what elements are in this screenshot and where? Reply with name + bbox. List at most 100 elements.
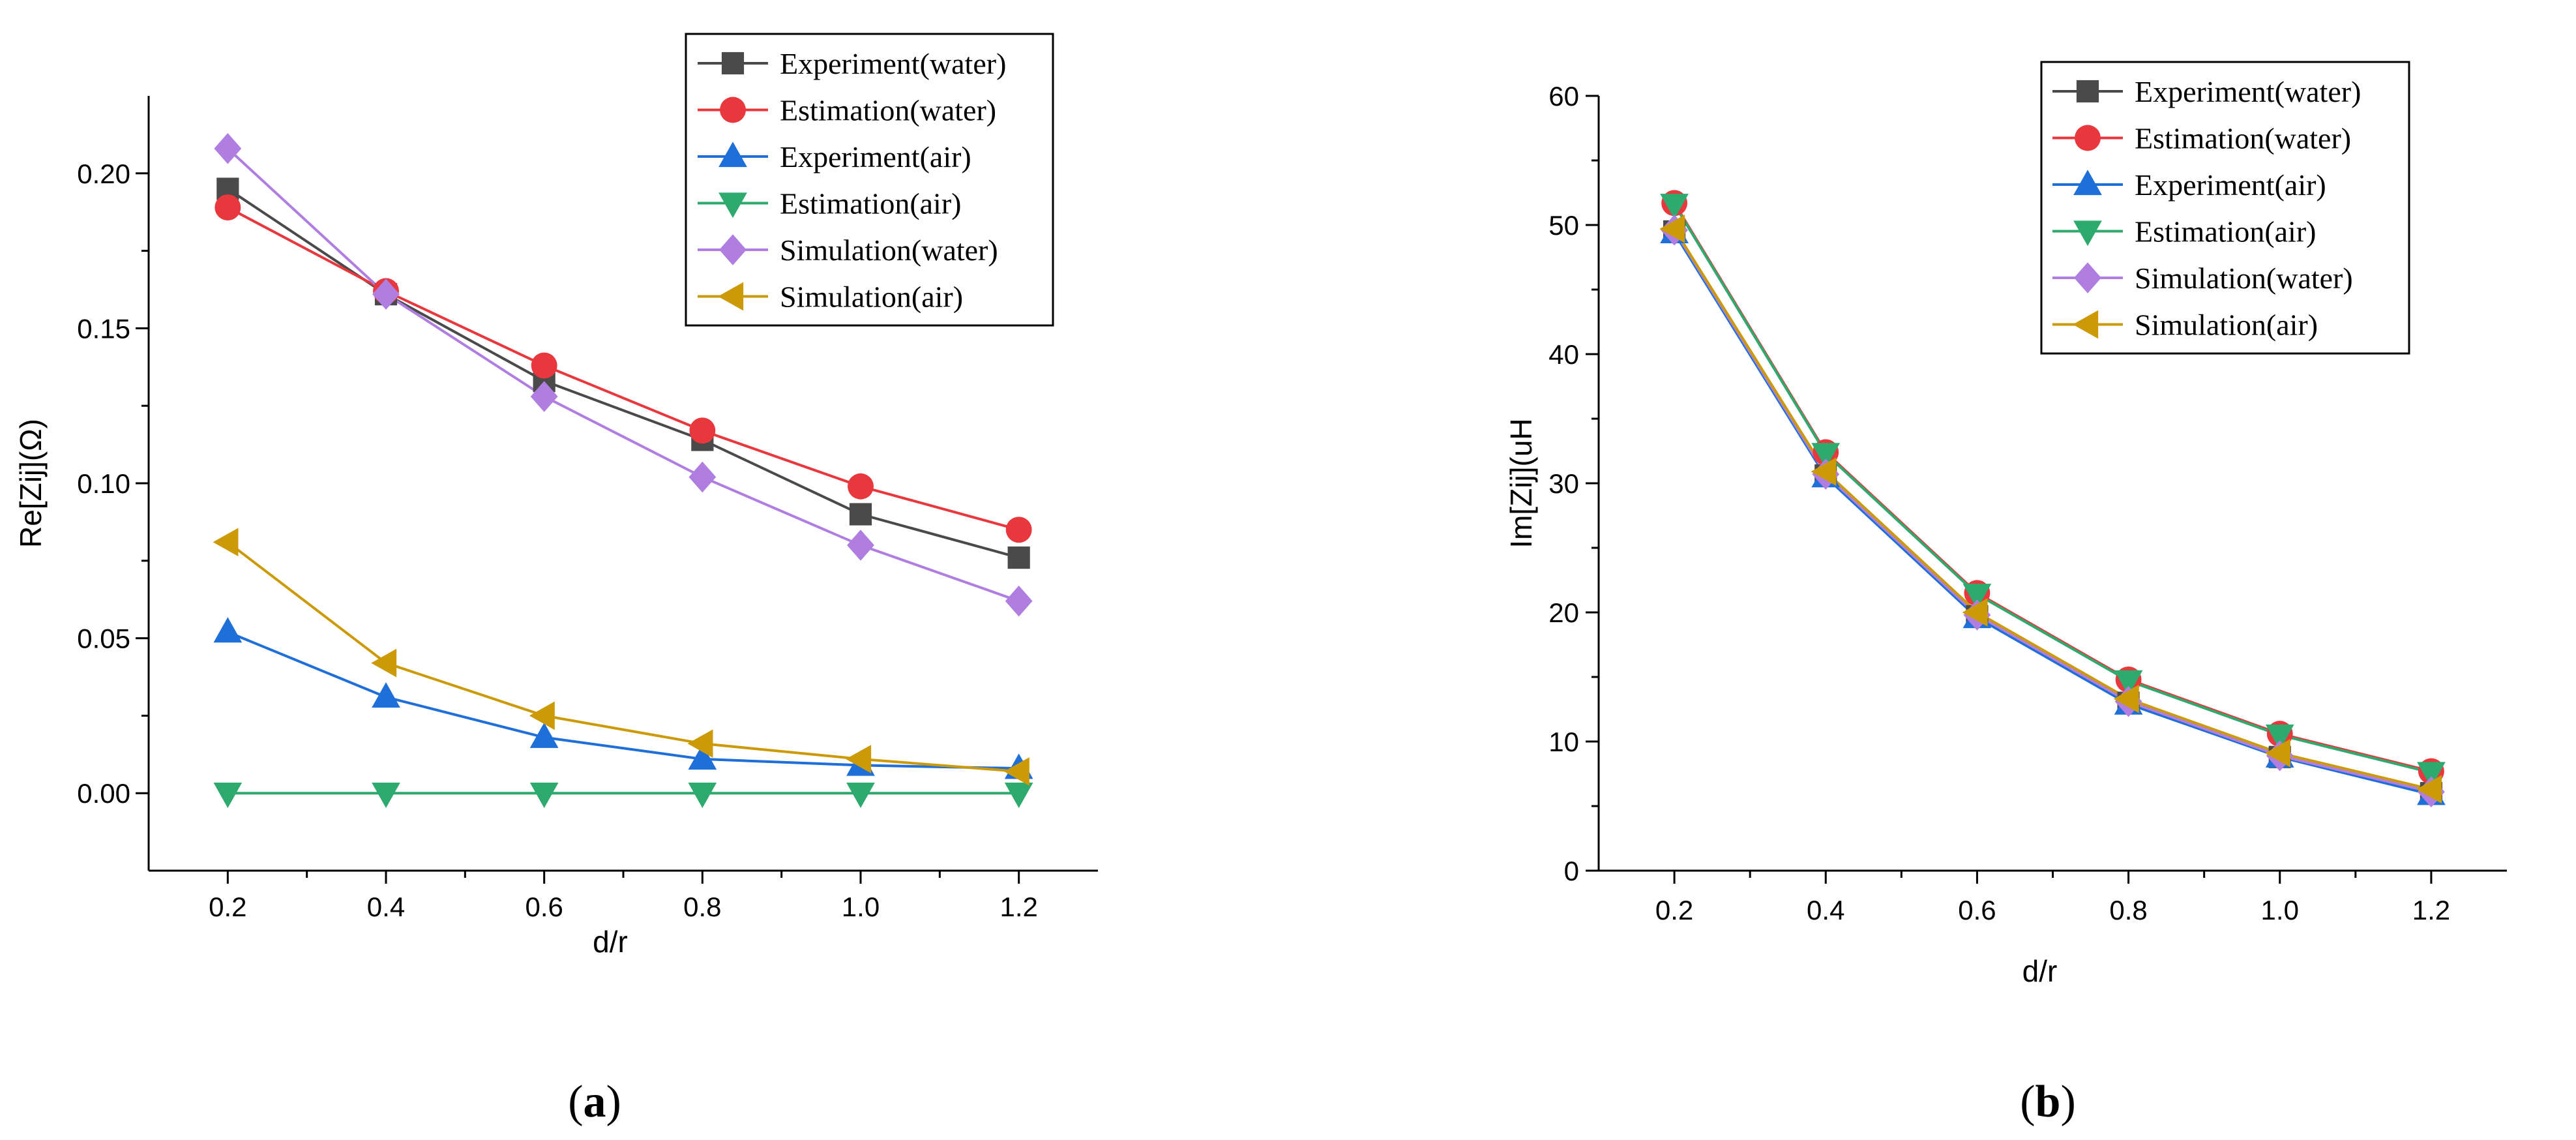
panel-a-series-0-point [849,503,872,526]
panel-b-y-tick-label: 20 [1548,597,1579,628]
panel-b-series-3-point [2417,762,2446,788]
panel-b-series-5-point [1659,215,1685,243]
panel-b-x-tick-label: 0.8 [2109,895,2147,925]
panel-b-legend-label-0: Experiment(water) [2135,75,2361,108]
panel-a-legend-marker-3 [718,192,747,218]
panel-b-caption: (b) [2020,1077,2076,1127]
panel-a-legend-label-0: Experiment(water) [780,47,1006,80]
panel-a-series-5-point [1003,757,1029,786]
panel-b-legend-label-3: Estimation(air) [2135,215,2316,248]
panel-b-series-line-5 [1673,228,2432,791]
panel-b-legend-marker-3 [2073,220,2102,247]
panel-b-series-3-point [2265,724,2294,750]
panel-a-legend-box [685,33,1054,327]
panel-a-series-5-point [213,528,239,557]
panel-b-legend-label-1: Estimation(water) [2135,122,2351,155]
panel-a-legend-marker-5 [718,282,744,311]
panel-a-series-1-point [689,417,716,444]
panel-a-chart: 0.2 0.4 0.6 0.8 1.0 1.2 0.00 0.05 0.10 0.15 0.20 d/… [14,33,1098,959]
panel-a-series-3-point [688,783,717,808]
panel-a-y-tick-label: 0.20 [77,158,130,189]
panel-a-x-tick-label: 0.6 [525,892,563,922]
panel-a-series-4-point [372,278,400,310]
panel-a-legend-marker-4 [719,234,747,265]
panel-a-series-5-point [529,701,555,730]
panel-a-series-3-point [1004,783,1033,808]
panel-b-legend-label-2: Experiment(air) [2135,168,2326,202]
panel-a-series-line-4 [226,147,1020,603]
panel-b-x-tick-label: 1.2 [2412,895,2450,925]
panel-b-series-3-point [1962,584,1992,610]
panel-b-series-5-point [1811,457,1837,487]
panel-b-series-5-point [2113,684,2139,713]
panel-a-legend-marker-1 [720,97,746,123]
panel-a-x-tick-label: 0.8 [683,892,721,922]
panel-b-legend-marker-1 [2075,125,2101,151]
panel-b-series-3-point [1660,194,1689,220]
panel-a-y-tick-label: 0.05 [77,623,130,654]
panel-b-y-tick-label: 60 [1548,81,1579,112]
panel-a-series-1-point [531,352,557,379]
panel-b-legend-marker-4 [2074,262,2101,293]
panel-b-x-tick-label: 0.6 [1958,895,1996,925]
panel-b-y-tick-label: 10 [1548,727,1579,757]
panel-b-legend-label-4: Simulation(water) [2135,262,2353,295]
panel-a-caption-close: ) [606,1077,621,1127]
panel-a-series-1-point [215,194,241,221]
panel-a-series-2-point [213,617,243,643]
panel-a-legend-label-4: Simulation(water) [780,233,998,267]
panel-b-caption-close: ) [2060,1077,2075,1127]
panel-a-series-4-point [688,461,717,493]
panel-a-series-1-point [1005,517,1032,543]
panel-a-legend-marker-0 [721,52,745,75]
panel-b-series-line-3 [1673,203,2432,774]
panel-b-series-3-point [1811,443,1841,469]
panel-a-series-line-5 [227,541,1019,773]
panel-b-caption-open: ( [2020,1077,2035,1127]
panel-a-legend-label-2: Experiment(air) [780,140,971,173]
panel-a-y-axis-label: Re[Zij](Ω) [14,419,48,548]
panel-b-y-axis-label: Im[Zij](uH [1504,418,1538,548]
panel-a-caption-letter: a [584,1077,606,1127]
panel-b-y-tick-label: 30 [1548,468,1579,499]
panel-a-series-0-point [1007,546,1030,569]
panel-a-x-tick-label: 0.4 [367,892,405,922]
panel-a-caption-open: ( [568,1077,583,1127]
panel-a-legend-label-5: Simulation(air) [780,280,963,314]
panel-b-x-axis-label: d/r [2022,954,2058,988]
panel-a-series-2-point [688,744,717,770]
panel-a-legend-label-1: Estimation(water) [780,94,996,127]
panel-a-series-2-point [372,682,400,708]
panel-a-series-4-point [1005,585,1033,617]
panel-b-series-5-point [1962,598,1988,627]
panel-a-series-3-point [846,783,875,808]
panel-b-y-tick-label: 40 [1548,339,1579,370]
panel-b-y-tick-label: 50 [1548,210,1579,241]
panel-a-x-tick-label: 1.0 [842,892,880,922]
panel-a-series-3-point [529,783,559,808]
panel-a-y-tick-label: 0.15 [77,313,130,344]
panel-b-series-5-point [2264,738,2290,768]
panel-b-x-tick-label: 0.4 [1807,895,1844,925]
panel-a-legend-marker-2 [718,142,747,168]
panel-a-x-tick-label: 0.2 [209,892,246,922]
panel-b-x-tick-label: 1.0 [2261,895,2299,925]
panel-b-legend-marker-5 [2073,310,2099,339]
panel-a-series-4-point [847,530,874,561]
panel-a-x-tick-label: 1.2 [999,892,1037,922]
panel-a-series-4-point [530,381,558,412]
panel-b-y-tick-label: 0 [1564,856,1579,886]
panel-a-y-tick-label: 0.00 [77,778,130,809]
panel-a-series-3-point [372,783,400,808]
panel-a-series-5-point [687,729,713,758]
panel-a-series-3-point [213,783,243,808]
panel-b-caption-letter: b [2036,1077,2061,1127]
panel-a-x-axis-label: d/r [593,925,628,959]
panel-b-legend-marker-2 [2073,170,2102,196]
panel-b-chart: 0.2 0.4 0.6 0.8 1.0 1.2 0 10 20 30 40 50 60 d/r Im[Zij… [1504,61,2507,988]
panel-b-series-5-point [2416,775,2442,804]
panel-a-series-5-point [371,648,397,678]
panel-b-series-line-2 [1673,232,2432,796]
panel-a-series-line-1 [227,206,1020,532]
